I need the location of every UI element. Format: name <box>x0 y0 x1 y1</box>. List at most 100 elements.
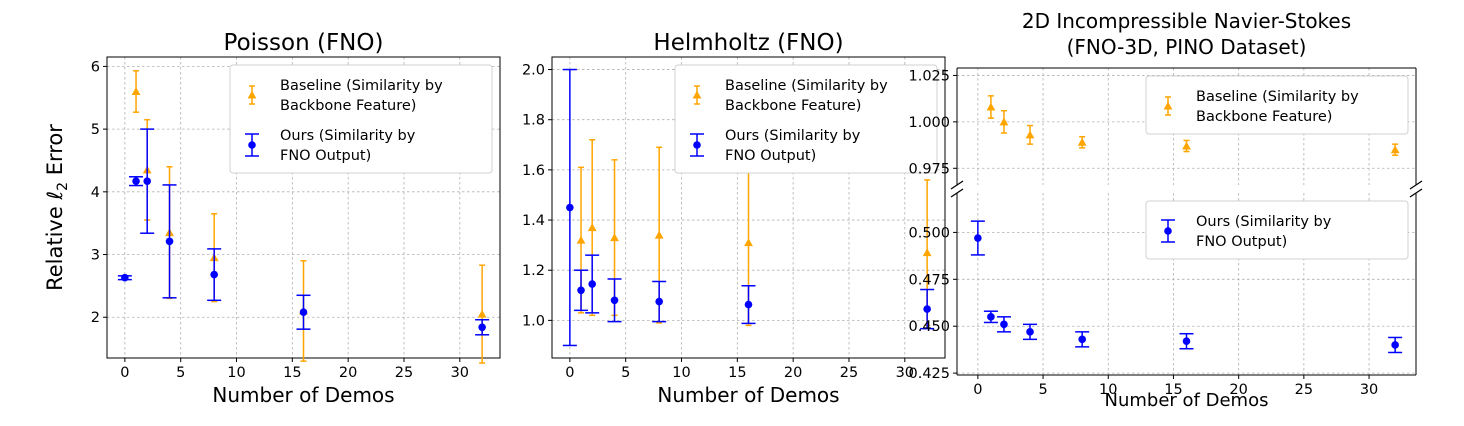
legend-label: Baseline (Similarity by <box>1196 89 1359 105</box>
data-point-circle <box>1000 320 1008 329</box>
x-tick-label: 20 <box>339 365 357 381</box>
data-point-circle <box>610 296 619 305</box>
chart-1: 2 3 4 5 6 0 5 10 15 20 25 30 Poisson (FNO) Number of … <box>43 30 501 407</box>
y-axis-label-subscript: 2 <box>55 182 71 191</box>
x-tick-label: 10 <box>227 365 245 381</box>
legend-p2: Ours (Similarity by FNO Output) <box>1145 200 1409 260</box>
x-tick-label: 25 <box>395 365 413 381</box>
x-axis-label: Number of Demos <box>1105 390 1269 411</box>
data-point-triangle <box>744 238 753 247</box>
data-point-triangle <box>1182 141 1191 150</box>
legend-1: Baseline (Similarity by Backbone Feature)… <box>229 64 493 174</box>
y-tick-label: 1.4 <box>522 213 545 229</box>
legend-label: Baseline (Similarity by <box>725 78 888 94</box>
y-axis-label-ell: ℓ <box>43 191 67 201</box>
x-tick-label: 10 <box>672 365 690 381</box>
legend-entry: Ours (Similarity by FNO Output) <box>690 128 861 164</box>
y-tick-label: 0.425 <box>908 366 950 382</box>
x-tick-label: 30 <box>1360 382 1378 398</box>
data-point-circle <box>655 297 663 306</box>
data-point-triangle <box>477 309 487 318</box>
data-point-circle <box>132 177 140 185</box>
data-point-triangle <box>986 102 996 111</box>
data-point-triangle <box>131 87 141 96</box>
y-tick-label: 1.6 <box>522 163 545 179</box>
data-point-triangle <box>610 233 619 242</box>
x-tick-label: 5 <box>176 365 185 381</box>
legend-entry: Baseline (Similarity by Backbone Feature) <box>247 78 443 114</box>
plot-frame <box>551 56 946 359</box>
legend-frame <box>1145 75 1409 135</box>
axis-break-mark <box>950 180 964 190</box>
data-point-triangle <box>576 235 586 244</box>
y-axis-label: Relative ℓ2 Error <box>43 124 71 291</box>
data-point-circle <box>210 270 218 279</box>
legend-entry: Baseline (Similarity by Backbone Feature) <box>1163 89 1359 125</box>
y-tick-label: 1.8 <box>522 113 545 129</box>
x-tick-label: 10 <box>1099 382 1117 398</box>
data-point-circle <box>1182 337 1191 346</box>
data-point-circle <box>923 305 931 313</box>
x-axis-label: Number of Demos <box>657 383 839 407</box>
legend-marker <box>1164 227 1172 235</box>
y-tick-label: 2 <box>91 310 100 326</box>
data-point-circle <box>577 286 585 295</box>
legend-p1: Baseline (Similarity by Backbone Feature) <box>1145 75 1409 135</box>
y-tick-label: 5 <box>91 122 100 138</box>
legend-label: FNO Output) <box>1196 234 1287 250</box>
chart-title: 2D Incompressible Navier-Stokes <box>1022 9 1351 33</box>
series-0 <box>986 95 1400 157</box>
axis-break-mark <box>1409 180 1423 190</box>
legend-label: Backbone Feature) <box>1196 109 1332 125</box>
y-tick-label: 0.975 <box>908 161 950 177</box>
data-point-circle <box>121 273 129 282</box>
legend-label: Baseline (Similarity by <box>280 78 443 94</box>
y-tick-label: 2.0 <box>522 63 545 79</box>
legend-label: FNO Output) <box>725 148 816 164</box>
y-tick-label: 0.450 <box>908 319 950 335</box>
chart-2: 1.0 1.2 1.4 1.6 1.8 2.0 0 5 10 15 20 25 30 Helmholtz … <box>522 30 946 407</box>
x-tick-label: 15 <box>1164 382 1182 398</box>
data-point-triangle <box>999 117 1009 126</box>
legend-entry: Baseline (Similarity by Backbone Feature) <box>692 78 888 114</box>
y-tick-label: 3 <box>91 248 100 264</box>
x-tick-label: 20 <box>784 365 802 381</box>
x-tick-label: 30 <box>896 365 914 381</box>
legend-frame <box>1145 200 1409 260</box>
y-tick-label: 1.025 <box>908 68 950 84</box>
legend-entry: Ours (Similarity by FNO Output) <box>1161 214 1332 250</box>
x-tick-label: 5 <box>1038 382 1047 398</box>
series-1 <box>562 68 935 347</box>
data-point-triangle <box>1390 145 1400 154</box>
x-tick-label: 30 <box>451 365 469 381</box>
data-point-triangle <box>587 223 597 232</box>
data-point-circle <box>299 308 308 317</box>
legend-frame <box>674 64 938 174</box>
data-point-triangle <box>922 248 932 257</box>
chart-subtitle: (FNO-3D, PINO Dataset) <box>1067 35 1307 59</box>
series-0 <box>970 220 1403 354</box>
y-tick-label: 0.475 <box>908 272 950 288</box>
x-tick-label: 0 <box>120 365 129 381</box>
legend-marker <box>693 141 701 149</box>
x-tick-label: 5 <box>621 365 630 381</box>
x-tick-label: 0 <box>565 365 574 381</box>
legend-label: Ours (Similarity by <box>1196 214 1332 230</box>
legend-label: Ours (Similarity by <box>280 128 416 144</box>
data-point-triangle <box>654 230 664 239</box>
x-tick-label: 25 <box>1295 382 1313 398</box>
legend-label: FNO Output) <box>280 148 371 164</box>
legend-entry: Ours (Similarity by FNO Output) <box>245 128 416 164</box>
panel-2: 0.425 0.450 0.475 0.500 0 5 10 15 20 25 30 Ours (Si… <box>908 193 1417 398</box>
axis-break-mark <box>950 188 964 198</box>
y-tick-label: 6 <box>91 59 100 75</box>
legend-2: Baseline (Similarity by Backbone Feature)… <box>674 64 938 174</box>
legend-marker <box>247 90 257 99</box>
data-point-triangle <box>1077 137 1087 146</box>
x-tick-label: 0 <box>973 382 982 398</box>
data-point-circle <box>1391 341 1399 349</box>
data-point-circle <box>566 203 574 212</box>
